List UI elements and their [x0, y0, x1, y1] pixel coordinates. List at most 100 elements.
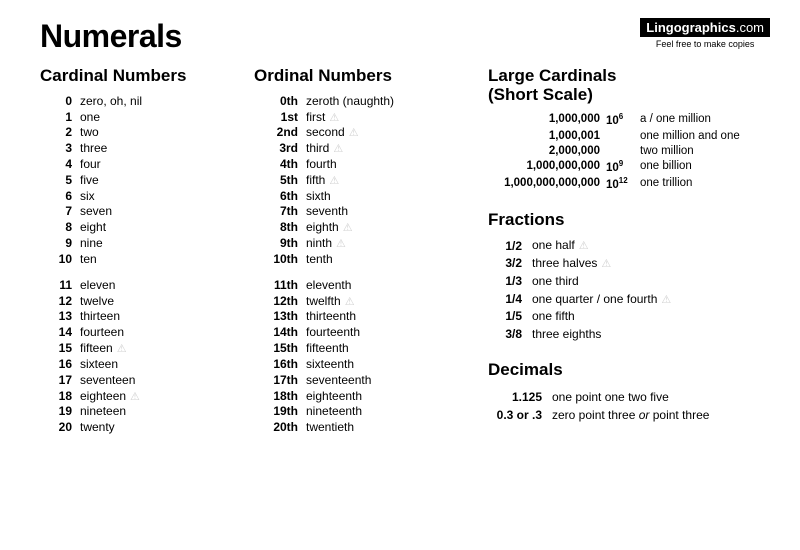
number-word: seventeenth: [306, 373, 464, 389]
warning-icon: ⚠: [130, 391, 140, 403]
large-power: 109: [606, 159, 640, 176]
decimal-row: 0.3 or .3 zero point three or point thre…: [488, 406, 770, 424]
number-value: 7th: [254, 204, 306, 220]
number-word: fourteenth: [306, 325, 464, 341]
number-word: tenth: [306, 252, 464, 268]
fraction-value: 1/4: [488, 291, 532, 308]
number-row: 20th twentieth: [254, 420, 464, 436]
number-value: 15th: [254, 341, 306, 357]
warning-icon: ⚠: [336, 238, 346, 250]
number-row: 15th fifteenth: [254, 341, 464, 357]
fraction-value: 1/2: [488, 238, 532, 255]
number-row: 3rd third⚠: [254, 141, 464, 157]
number-word: ninth⚠: [306, 236, 464, 252]
number-word: sixteen: [80, 357, 230, 373]
brand-suffix: .com: [736, 20, 764, 35]
warning-icon: ⚠: [601, 258, 611, 270]
number-word: two: [80, 125, 230, 141]
number-value: 11th: [254, 278, 306, 294]
number-value: 19th: [254, 404, 306, 420]
number-value: 20th: [254, 420, 306, 436]
number-value: 18th: [254, 389, 306, 405]
number-word: one: [80, 110, 230, 126]
number-word: twenty: [80, 420, 230, 436]
number-row: 1 one: [40, 110, 230, 126]
number-row: 16th sixteenth: [254, 357, 464, 373]
number-row: 13th thirteenth: [254, 309, 464, 325]
number-word: fifth⚠: [306, 173, 464, 189]
fraction-word: one third: [532, 273, 770, 290]
fraction-value: 3/8: [488, 326, 532, 343]
right-column: Large Cardinals(Short Scale) 1,000,000 1…: [488, 67, 770, 424]
number-word: eight: [80, 220, 230, 236]
number-value: 1st: [254, 110, 306, 126]
number-row: 11th eleventh: [254, 278, 464, 294]
number-value: 17: [40, 373, 80, 389]
warning-icon: ⚠: [333, 143, 343, 155]
number-value: 0: [40, 94, 80, 110]
decimal-value: 0.3 or .3: [488, 406, 552, 424]
number-value: 18: [40, 389, 80, 405]
number-value: 8th: [254, 220, 306, 236]
number-word: sixth: [306, 189, 464, 205]
large-cardinal-row: 1,000,000,000,000 1012 one trillion: [488, 176, 770, 193]
number-row: 6 six: [40, 189, 230, 205]
number-word: zeroth (naughth): [306, 94, 464, 110]
brand-name: Lingographics: [646, 20, 736, 35]
number-row: 0 zero, oh, nil: [40, 94, 230, 110]
number-row: 14th fourteenth: [254, 325, 464, 341]
number-word: seven: [80, 204, 230, 220]
number-row: 17 seventeen: [40, 373, 230, 389]
number-value: 2: [40, 125, 80, 141]
warning-icon: ⚠: [579, 240, 589, 252]
large-cardinal-row: 1,000,000,000 109 one billion: [488, 159, 770, 176]
large-cardinals-heading: Large Cardinals(Short Scale): [488, 67, 770, 104]
number-word: third⚠: [306, 141, 464, 157]
number-value: 6: [40, 189, 80, 205]
decimal-row: 1.125 one point one two five: [488, 388, 770, 406]
number-value: 0th: [254, 94, 306, 110]
large-number: 1,000,000: [488, 112, 606, 127]
brand-tagline: Feel free to make copies: [640, 39, 770, 49]
number-value: 9th: [254, 236, 306, 252]
number-value: 12th: [254, 294, 306, 310]
number-value: 1: [40, 110, 80, 126]
number-word: nineteenth: [306, 404, 464, 420]
fraction-value: 3/2: [488, 255, 532, 272]
number-word: five: [80, 173, 230, 189]
number-row: 19th nineteenth: [254, 404, 464, 420]
number-value: 6th: [254, 189, 306, 205]
number-row: 20 twenty: [40, 420, 230, 436]
fraction-word: one half⚠: [532, 237, 770, 255]
large-cardinal-row: 1,000,000 106 a / one million: [488, 112, 770, 129]
number-row: 2 two: [40, 125, 230, 141]
number-value: 2nd: [254, 125, 306, 141]
number-value: 4th: [254, 157, 306, 173]
large-number: 2,000,000: [488, 144, 606, 159]
fraction-row: 1/2 one half⚠: [488, 237, 770, 255]
number-word: fourteen: [80, 325, 230, 341]
large-word: one million and one: [640, 129, 770, 144]
number-word: ten: [80, 252, 230, 268]
large-number: 1,000,001: [488, 129, 606, 144]
number-word: nine: [80, 236, 230, 252]
number-word: twelfth⚠: [306, 294, 464, 310]
number-row: 16 sixteen: [40, 357, 230, 373]
brand-logo: Lingographics.com: [640, 18, 770, 37]
number-word: thirteenth: [306, 309, 464, 325]
number-row: 0th zeroth (naughth): [254, 94, 464, 110]
number-row: 15 fifteen⚠: [40, 341, 230, 357]
ordinal-column: Ordinal Numbers 0th zeroth (naughth) 1st…: [254, 67, 464, 436]
number-word: first⚠: [306, 110, 464, 126]
number-row: 13 thirteen: [40, 309, 230, 325]
number-value: 4: [40, 157, 80, 173]
number-row: 9 nine: [40, 236, 230, 252]
large-cardinal-row: 1,000,001 one million and one: [488, 129, 770, 144]
number-word: seventeen: [80, 373, 230, 389]
number-value: 17th: [254, 373, 306, 389]
number-row: 10 ten: [40, 252, 230, 268]
number-row: 12 twelve: [40, 294, 230, 310]
number-word: four: [80, 157, 230, 173]
number-row: 2nd second⚠: [254, 125, 464, 141]
number-value: 15: [40, 341, 80, 357]
